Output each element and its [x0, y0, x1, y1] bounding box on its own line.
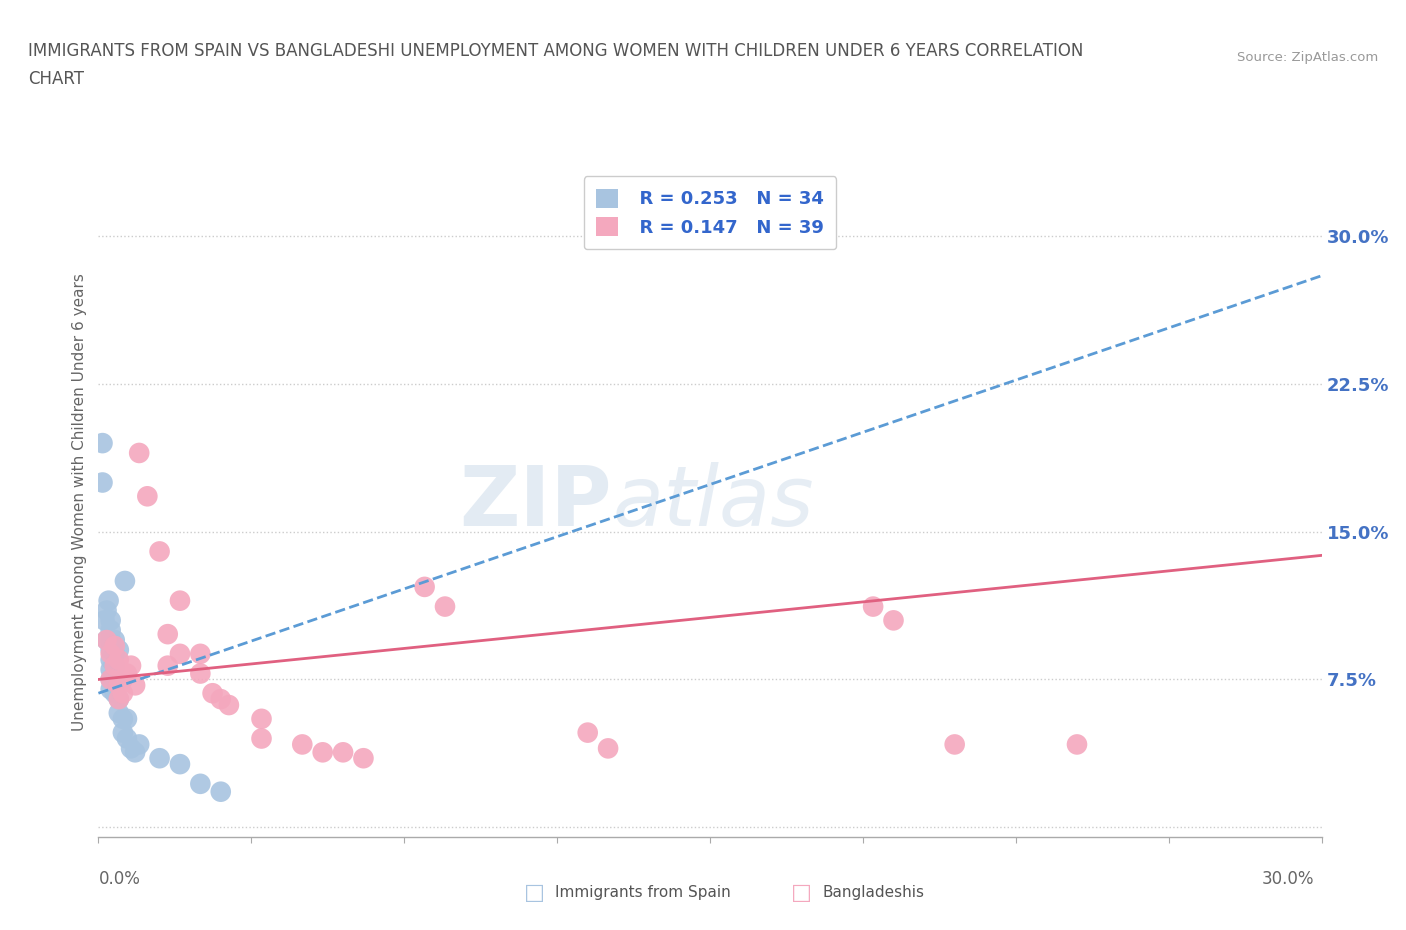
Point	[100, 613, 122, 628]
Point	[108, 652, 131, 667]
Point	[111, 711, 134, 726]
Point	[115, 731, 138, 746]
Point	[943, 737, 966, 751]
Point	[100, 632, 122, 647]
Point	[291, 737, 314, 751]
Point	[120, 658, 142, 673]
Point	[201, 685, 224, 700]
Point	[332, 745, 354, 760]
Point	[100, 662, 122, 677]
Point	[576, 725, 599, 740]
Text: CHART: CHART	[28, 70, 84, 87]
Point	[250, 711, 273, 726]
Point	[188, 666, 212, 681]
Text: Immigrants from Spain: Immigrants from Spain	[555, 885, 731, 900]
Point	[115, 666, 138, 681]
Point	[100, 646, 122, 661]
Point	[104, 685, 127, 700]
Text: □: □	[792, 883, 811, 903]
Point	[413, 579, 436, 594]
Legend:   R = 0.253   N = 34,   R = 0.147   N = 39: R = 0.253 N = 34, R = 0.147 N = 39	[583, 177, 837, 249]
Point	[91, 435, 114, 450]
Point	[209, 692, 232, 707]
Point	[100, 672, 122, 687]
Point	[104, 646, 127, 661]
Point	[111, 685, 134, 700]
Point	[96, 603, 118, 618]
Point	[862, 599, 884, 614]
Point	[128, 445, 150, 460]
Point	[104, 658, 127, 673]
Y-axis label: Unemployment Among Women with Children Under 6 years: Unemployment Among Women with Children U…	[72, 273, 87, 731]
Point	[108, 692, 131, 707]
Point	[104, 672, 127, 687]
Point	[156, 627, 179, 642]
Point	[96, 632, 118, 647]
Point	[115, 711, 138, 726]
Point	[108, 678, 131, 693]
Point	[156, 658, 179, 673]
Point	[136, 489, 159, 504]
Text: Bangladeshis: Bangladeshis	[823, 885, 925, 900]
Point	[188, 777, 212, 791]
Point	[100, 682, 122, 697]
Point	[111, 672, 134, 687]
Point	[100, 672, 122, 687]
Point	[169, 757, 191, 772]
Point	[434, 599, 457, 614]
Text: 0.0%: 0.0%	[98, 870, 141, 888]
Point	[124, 678, 146, 693]
Point	[108, 692, 131, 707]
Point	[108, 706, 131, 721]
Point	[1066, 737, 1088, 751]
Point	[100, 652, 122, 667]
Point	[97, 593, 120, 608]
Point	[114, 574, 136, 589]
Point	[100, 643, 122, 658]
Point	[100, 623, 122, 638]
Text: IMMIGRANTS FROM SPAIN VS BANGLADESHI UNEMPLOYMENT AMONG WOMEN WITH CHILDREN UNDE: IMMIGRANTS FROM SPAIN VS BANGLADESHI UNE…	[28, 42, 1084, 60]
Point	[883, 613, 905, 628]
Point	[128, 737, 150, 751]
Text: ZIP: ZIP	[460, 461, 612, 543]
Point	[96, 632, 118, 647]
Point	[120, 741, 142, 756]
Text: □: □	[524, 883, 544, 903]
Point	[108, 643, 131, 658]
Point	[598, 741, 620, 756]
Point	[250, 731, 273, 746]
Text: 30.0%: 30.0%	[1263, 870, 1315, 888]
Point	[104, 632, 127, 647]
Point	[93, 613, 115, 628]
Point	[104, 639, 127, 654]
Point	[169, 646, 191, 661]
Point	[149, 544, 172, 559]
Point	[91, 475, 114, 490]
Point	[104, 658, 127, 673]
Point	[111, 725, 134, 740]
Point	[312, 745, 335, 760]
Point	[149, 751, 172, 765]
Point	[352, 751, 374, 765]
Point	[124, 745, 146, 760]
Point	[188, 646, 212, 661]
Point	[218, 698, 240, 712]
Point	[209, 784, 232, 799]
Point	[169, 593, 191, 608]
Text: Source: ZipAtlas.com: Source: ZipAtlas.com	[1237, 51, 1378, 64]
Text: atlas: atlas	[612, 461, 814, 543]
